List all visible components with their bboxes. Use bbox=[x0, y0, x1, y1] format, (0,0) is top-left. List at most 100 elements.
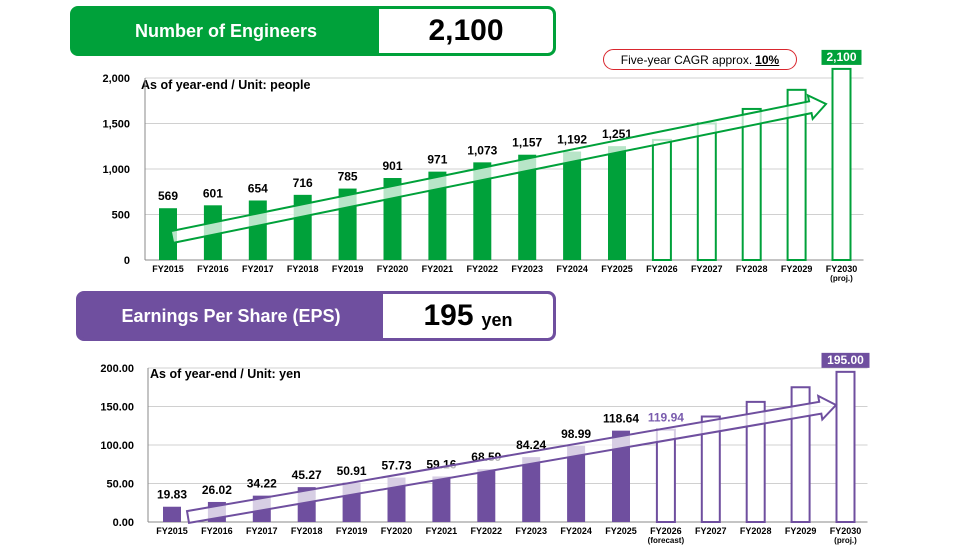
y-tick-label: 50.00 bbox=[106, 479, 134, 491]
data-label: 34.22 bbox=[247, 477, 277, 491]
data-label: 569 bbox=[158, 189, 178, 203]
eps-title: Earnings Per Share (EPS) bbox=[121, 305, 341, 326]
bar bbox=[741, 107, 762, 261]
bar bbox=[248, 200, 267, 260]
bar bbox=[473, 162, 492, 260]
x-tick-label: FY2015 bbox=[156, 526, 188, 536]
bar bbox=[696, 122, 717, 261]
y-tick-label: 150.00 bbox=[100, 402, 134, 414]
eps-header: Earnings Per Share (EPS) 195 yen bbox=[76, 291, 556, 341]
data-label: 26.02 bbox=[202, 483, 232, 497]
data-label: 1,157 bbox=[512, 136, 542, 150]
x-tick-label: FY2017 bbox=[242, 264, 274, 274]
data-label-box bbox=[821, 49, 862, 65]
bar bbox=[831, 67, 852, 262]
x-tick-label: FY2019 bbox=[332, 264, 364, 274]
bar bbox=[790, 386, 811, 523]
engineers-headline: 2,100 bbox=[379, 9, 553, 53]
eps-headline-value: 195 bbox=[423, 299, 474, 332]
y-tick-label: 0.00 bbox=[113, 517, 134, 529]
x-tick-label: FY2027 bbox=[691, 264, 723, 274]
bar bbox=[745, 400, 766, 524]
eps-headline: 195 yen bbox=[383, 294, 553, 338]
y-tick-label: 0 bbox=[124, 255, 130, 267]
x-tick-label: FY2024 bbox=[560, 526, 592, 536]
bar bbox=[655, 428, 676, 524]
bar bbox=[835, 370, 856, 523]
engineers-headline-value: 2,100 bbox=[428, 14, 504, 47]
data-label: 1,192 bbox=[557, 133, 587, 147]
data-label: 50.91 bbox=[337, 464, 367, 478]
y-tick-label: 1,500 bbox=[102, 119, 130, 131]
engineers-header: Number of Engineers 2,100 bbox=[70, 6, 556, 56]
cagr-badge: Five-year CAGR approx. 10% bbox=[603, 49, 797, 70]
x-tick-label: FY2021 bbox=[426, 526, 458, 536]
bar bbox=[432, 476, 451, 522]
x-tick-label: FY2023 bbox=[515, 526, 547, 536]
data-label: 901 bbox=[382, 159, 402, 173]
cagr-prefix: Five-year CAGR approx. bbox=[620, 52, 753, 67]
x-tick-label: FY2015 bbox=[152, 264, 184, 274]
bar bbox=[567, 445, 586, 522]
bar bbox=[518, 154, 537, 260]
bar bbox=[428, 171, 447, 260]
trend-arrow bbox=[185, 394, 838, 525]
engineers-note: As of year-end / Unit: people bbox=[141, 78, 311, 92]
eps-note: As of year-end / Unit: yen bbox=[150, 367, 301, 381]
data-label: 654 bbox=[248, 181, 268, 195]
x-tick-label: FY2028 bbox=[736, 264, 768, 274]
x-tick-label: FY2024 bbox=[556, 264, 588, 274]
y-tick-label: 500 bbox=[112, 210, 130, 222]
y-tick-label: 1,000 bbox=[102, 164, 130, 176]
data-label: 45.27 bbox=[292, 468, 322, 482]
bar bbox=[159, 208, 177, 260]
y-tick-label: 2,000 bbox=[102, 73, 130, 85]
x-tick-label: FY2028 bbox=[740, 526, 772, 536]
engineers-title: Number of Engineers bbox=[134, 20, 318, 41]
bar bbox=[163, 506, 181, 522]
eps-chart: 0.00 50.00 100.00 150.00 200.00 19.83 FY2015 26… bbox=[100, 352, 870, 545]
x-tick-sublabel: (forecast) bbox=[648, 536, 685, 545]
data-label: 785 bbox=[338, 170, 358, 184]
x-tick-label: FY2023 bbox=[511, 264, 543, 274]
x-tick-label: FY2027 bbox=[695, 526, 727, 536]
x-tick-label: FY2016 bbox=[197, 264, 229, 274]
x-tick-label: FY2021 bbox=[422, 264, 454, 274]
bar bbox=[651, 138, 672, 262]
cagr-value: 10% bbox=[755, 52, 780, 67]
x-tick-label: FY2020 bbox=[377, 264, 409, 274]
bar bbox=[786, 88, 807, 261]
data-label: 716 bbox=[293, 176, 313, 190]
x-tick-label: FY2030 bbox=[830, 526, 862, 536]
bar bbox=[563, 151, 582, 260]
bar bbox=[477, 469, 496, 522]
x-tick-sublabel: (proj.) bbox=[830, 274, 853, 283]
y-tick-label: 200.00 bbox=[100, 363, 134, 375]
engineers-chart: 0 500 1,000 1,500 2,000 569 FY2015 601 FY2016 654… bbox=[102, 49, 864, 283]
x-tick-label: FY2026 bbox=[650, 526, 682, 536]
x-tick-label: FY2025 bbox=[605, 526, 637, 536]
x-tick-label: FY2029 bbox=[781, 264, 813, 274]
data-label-box bbox=[821, 352, 870, 368]
data-label: 2,100 bbox=[826, 50, 856, 64]
data-label: 118.64 bbox=[603, 412, 639, 426]
x-tick-label: FY2020 bbox=[381, 526, 413, 536]
x-tick-label: FY2019 bbox=[336, 526, 368, 536]
data-label: 971 bbox=[427, 153, 447, 167]
trend-arrow bbox=[169, 93, 828, 245]
x-tick-label: FY2026 bbox=[646, 264, 678, 274]
data-label: 601 bbox=[203, 186, 223, 200]
data-label: 57.73 bbox=[381, 459, 411, 473]
data-label: 119.94 bbox=[648, 411, 684, 425]
data-label: 84.24 bbox=[516, 438, 546, 452]
bar bbox=[612, 430, 630, 522]
x-tick-label: FY2016 bbox=[201, 526, 233, 536]
x-tick-label: FY2018 bbox=[287, 264, 319, 274]
bar bbox=[700, 415, 721, 524]
data-label: 1,251 bbox=[602, 127, 632, 141]
x-tick-label: FY2018 bbox=[291, 526, 323, 536]
x-tick-label: FY2030 bbox=[826, 264, 858, 274]
data-label: 195.00 bbox=[827, 353, 864, 367]
x-tick-sublabel: (proj.) bbox=[834, 536, 857, 545]
